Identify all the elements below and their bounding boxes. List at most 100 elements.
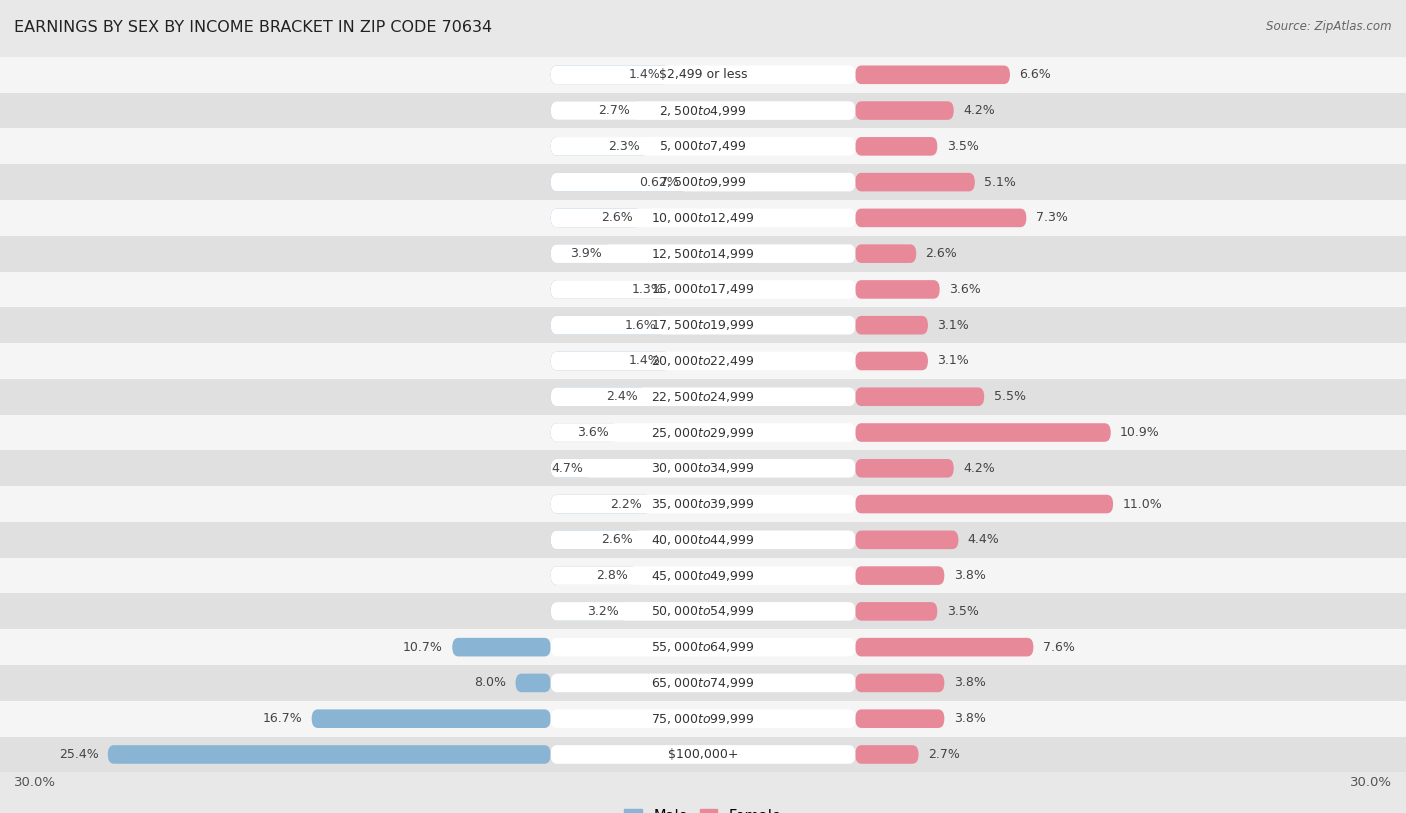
FancyBboxPatch shape — [551, 388, 647, 406]
Text: 30.0%: 30.0% — [14, 776, 56, 789]
FancyBboxPatch shape — [855, 173, 974, 191]
FancyBboxPatch shape — [551, 173, 855, 191]
Text: $15,000 to $17,499: $15,000 to $17,499 — [651, 282, 755, 297]
FancyBboxPatch shape — [551, 209, 643, 227]
Text: $2,499 or less: $2,499 or less — [659, 68, 747, 81]
Text: $35,000 to $39,999: $35,000 to $39,999 — [651, 497, 755, 511]
Text: 1.3%: 1.3% — [631, 283, 664, 296]
FancyBboxPatch shape — [0, 307, 1406, 343]
FancyBboxPatch shape — [855, 280, 939, 298]
FancyBboxPatch shape — [551, 495, 855, 513]
FancyBboxPatch shape — [551, 746, 855, 763]
Text: $12,500 to $14,999: $12,500 to $14,999 — [651, 246, 755, 261]
Text: $5,000 to $7,499: $5,000 to $7,499 — [659, 139, 747, 154]
Text: 5.5%: 5.5% — [994, 390, 1025, 403]
Text: 4.2%: 4.2% — [963, 462, 995, 475]
FancyBboxPatch shape — [551, 567, 637, 585]
FancyBboxPatch shape — [0, 57, 1406, 93]
Text: 2.6%: 2.6% — [600, 211, 633, 224]
Text: $20,000 to $22,499: $20,000 to $22,499 — [651, 354, 755, 368]
FancyBboxPatch shape — [551, 495, 651, 513]
Text: 2.8%: 2.8% — [596, 569, 628, 582]
Text: 1.6%: 1.6% — [624, 319, 657, 332]
FancyBboxPatch shape — [551, 674, 855, 692]
Text: 1.4%: 1.4% — [628, 68, 661, 81]
FancyBboxPatch shape — [0, 379, 1406, 415]
Text: 7.6%: 7.6% — [1043, 641, 1074, 654]
FancyBboxPatch shape — [855, 316, 928, 334]
FancyBboxPatch shape — [0, 236, 1406, 272]
FancyBboxPatch shape — [551, 66, 855, 84]
FancyBboxPatch shape — [0, 486, 1406, 522]
FancyBboxPatch shape — [855, 352, 928, 370]
FancyBboxPatch shape — [551, 459, 593, 477]
FancyBboxPatch shape — [855, 209, 1026, 227]
Text: $55,000 to $64,999: $55,000 to $64,999 — [651, 640, 755, 654]
FancyBboxPatch shape — [551, 245, 855, 263]
FancyBboxPatch shape — [0, 343, 1406, 379]
FancyBboxPatch shape — [551, 316, 665, 334]
Text: $30,000 to $34,999: $30,000 to $34,999 — [651, 461, 755, 476]
Text: 3.6%: 3.6% — [578, 426, 609, 439]
FancyBboxPatch shape — [0, 629, 1406, 665]
FancyBboxPatch shape — [0, 593, 1406, 629]
Text: 2.7%: 2.7% — [599, 104, 630, 117]
FancyBboxPatch shape — [855, 424, 1111, 441]
FancyBboxPatch shape — [855, 567, 945, 585]
Text: 3.8%: 3.8% — [953, 676, 986, 689]
Text: 8.0%: 8.0% — [474, 676, 506, 689]
Text: $100,000+: $100,000+ — [668, 748, 738, 761]
FancyBboxPatch shape — [0, 701, 1406, 737]
Text: 30.0%: 30.0% — [1350, 776, 1392, 789]
FancyBboxPatch shape — [551, 531, 643, 549]
Text: 2.7%: 2.7% — [928, 748, 960, 761]
Legend: Male, Female: Male, Female — [619, 802, 787, 813]
FancyBboxPatch shape — [855, 388, 984, 406]
FancyBboxPatch shape — [0, 522, 1406, 558]
Text: 3.8%: 3.8% — [953, 712, 986, 725]
FancyBboxPatch shape — [551, 710, 855, 728]
FancyBboxPatch shape — [0, 737, 1406, 772]
FancyBboxPatch shape — [551, 102, 855, 120]
Text: $10,000 to $12,499: $10,000 to $12,499 — [651, 211, 755, 225]
FancyBboxPatch shape — [0, 450, 1406, 486]
FancyBboxPatch shape — [0, 415, 1406, 450]
FancyBboxPatch shape — [551, 602, 855, 620]
Text: 6.6%: 6.6% — [1019, 68, 1052, 81]
FancyBboxPatch shape — [551, 173, 689, 191]
FancyBboxPatch shape — [551, 352, 855, 370]
FancyBboxPatch shape — [551, 245, 612, 263]
Text: 3.5%: 3.5% — [946, 140, 979, 153]
Text: 3.8%: 3.8% — [953, 569, 986, 582]
Text: 2.6%: 2.6% — [925, 247, 957, 260]
Text: 3.2%: 3.2% — [586, 605, 619, 618]
FancyBboxPatch shape — [855, 638, 1033, 656]
FancyBboxPatch shape — [855, 710, 945, 728]
FancyBboxPatch shape — [551, 424, 619, 441]
FancyBboxPatch shape — [551, 352, 671, 370]
Text: Source: ZipAtlas.com: Source: ZipAtlas.com — [1267, 20, 1392, 33]
Text: $25,000 to $29,999: $25,000 to $29,999 — [651, 425, 755, 440]
Text: $75,000 to $99,999: $75,000 to $99,999 — [651, 711, 755, 726]
Text: 0.62%: 0.62% — [640, 176, 679, 189]
Text: $2,500 to $4,999: $2,500 to $4,999 — [659, 103, 747, 118]
FancyBboxPatch shape — [551, 602, 628, 620]
FancyBboxPatch shape — [0, 558, 1406, 593]
FancyBboxPatch shape — [551, 316, 855, 334]
FancyBboxPatch shape — [108, 746, 551, 763]
FancyBboxPatch shape — [855, 137, 938, 155]
Text: 11.0%: 11.0% — [1122, 498, 1163, 511]
FancyBboxPatch shape — [551, 137, 650, 155]
Text: 2.6%: 2.6% — [600, 533, 633, 546]
FancyBboxPatch shape — [855, 459, 953, 477]
FancyBboxPatch shape — [855, 531, 959, 549]
Text: $22,500 to $24,999: $22,500 to $24,999 — [651, 389, 755, 404]
Text: 2.2%: 2.2% — [610, 498, 643, 511]
FancyBboxPatch shape — [551, 209, 855, 227]
FancyBboxPatch shape — [551, 638, 855, 656]
Text: 7.3%: 7.3% — [1036, 211, 1067, 224]
Text: 3.5%: 3.5% — [946, 605, 979, 618]
FancyBboxPatch shape — [551, 567, 855, 585]
FancyBboxPatch shape — [551, 137, 855, 155]
FancyBboxPatch shape — [855, 746, 918, 763]
